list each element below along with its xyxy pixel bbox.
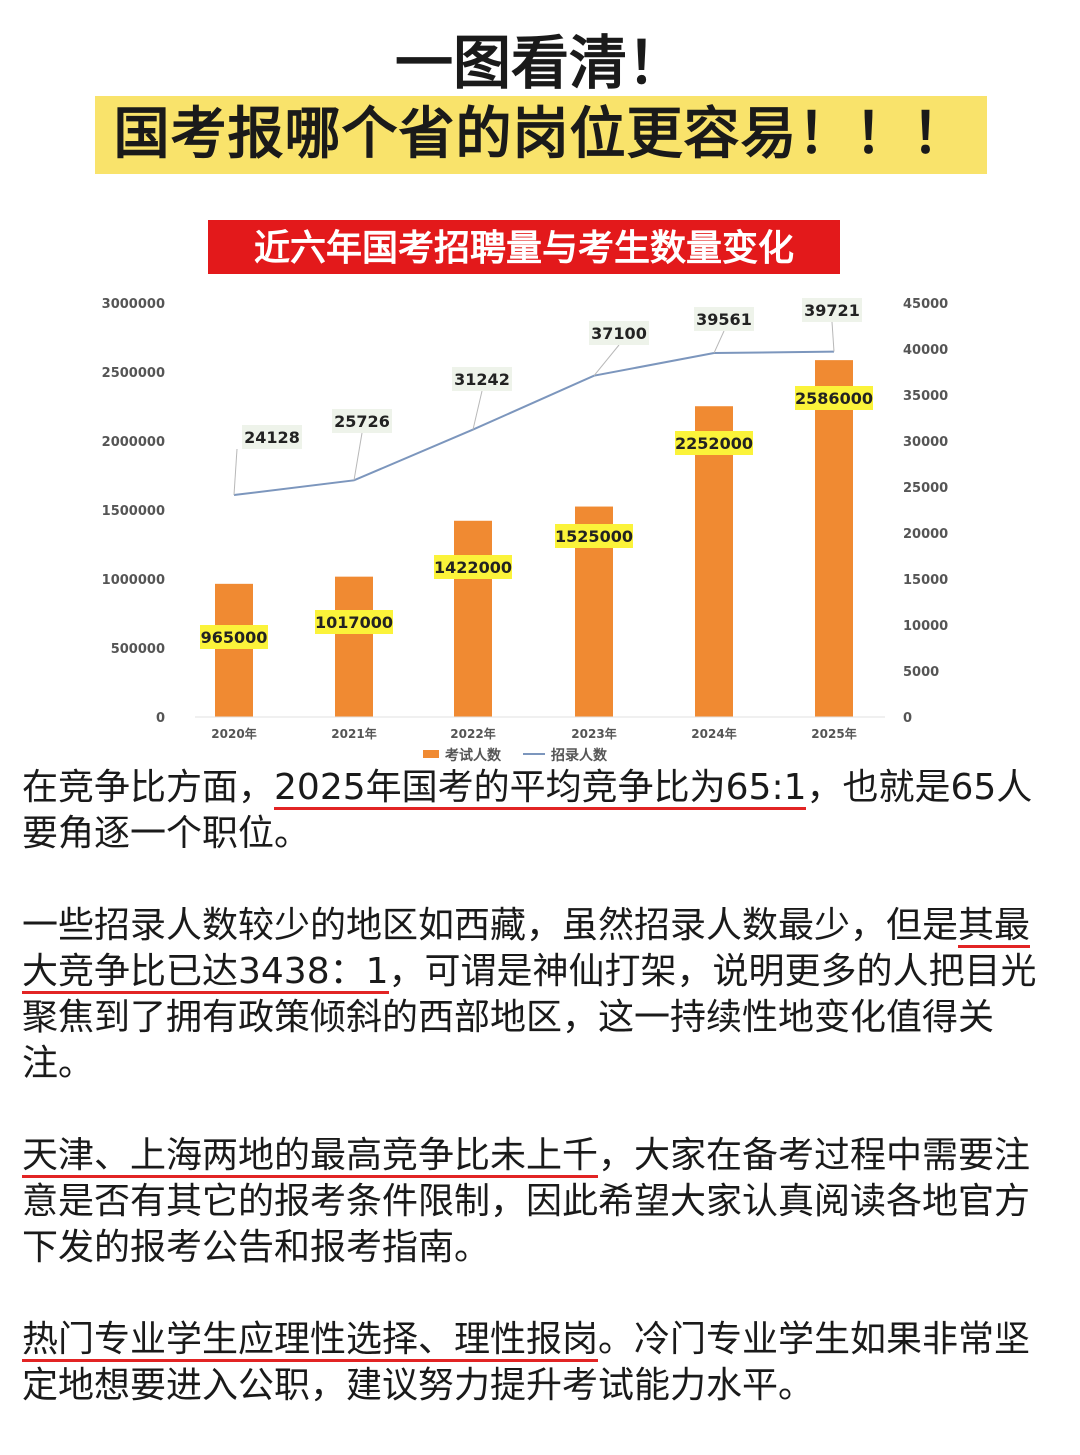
right-axis-tick: 45000 [903,297,948,312]
left-axis-tick: 1500000 [102,504,165,519]
right-axis-tick: 25000 [903,481,948,496]
x-axis-tick: 2024年 [691,726,736,741]
right-axis-tick: 20000 [903,527,948,542]
line-label-bg [802,298,862,322]
line-label-bg [452,367,512,391]
paragraph-3: 天津、上海两地的最高竞争比未上千，大家在备考过程中需要注意是否有其它的报考条件限… [22,1133,1062,1271]
line-data-label: 37100 [591,324,647,343]
left-axis-tick: 2000000 [102,435,165,450]
chart-title-bg [208,220,840,274]
paragraph-text: 。冷门专业学生如果非常坚定地想要进入公职，建议努力提升考试能力水平。 [22,1319,1031,1406]
right-axis-tick: 35000 [903,389,948,404]
paragraph-text: ，大家在备考过程中需要注意是否有其它的报考条件限制，因此希望大家认真阅读各地官方… [22,1135,1031,1268]
line-label-bg [332,409,392,433]
left-axis-tick: 0 [156,711,165,726]
left-axis-tick: 2500000 [102,366,165,381]
bar-label-bg [434,555,512,579]
bar [454,520,492,717]
article-body: 在竞争比方面，2025年国考的平均竞争比为65:1，也就是65人要角逐一个职位。… [22,765,1062,1455]
bar-data-label: 1017000 [315,613,393,632]
right-axis-tick: 30000 [903,435,948,450]
leader-line [353,432,363,481]
leader-line [713,330,725,354]
underlined-highlight: 2025年国考的平均竞争比为65:1 [274,767,807,810]
combo-chart: 近六年国考招聘量与考生数量变化 0 500000 1000000 1500000 2000… [95,212,987,764]
right-axis-tick: 0 [903,711,912,726]
x-axis-tick: 2020年 [211,726,256,741]
left-axis-tick: 3000000 [102,297,165,312]
paragraph-2: 一些招录人数较少的地区如西藏，虽然招录人数最少，但是其最大竞争比已达3438：1… [22,903,1062,1087]
line-series [233,350,835,497]
legend-swatch-bar [423,750,439,758]
leader-line [831,321,835,352]
x-axis-tick: 2022年 [450,726,495,741]
leader-line [233,448,238,496]
right-axis-tick: 15000 [903,573,948,588]
right-axis-tick: 40000 [903,343,948,358]
line-data-label: 25726 [334,412,390,431]
bar [335,576,373,717]
bar-label-bg [795,386,873,410]
bar-label-bg [555,524,633,548]
right-axis-tick: 5000 [903,665,939,680]
line-data-label: 31242 [454,370,510,389]
x-axis-tick: 2025年 [811,726,856,741]
line-label-bg [242,425,302,449]
leader-line [593,344,620,376]
legend-label: 招录人数 [551,747,608,764]
chart-title: 近六年国考招聘量与考生数量变化 [254,227,794,269]
bar-data-label: 1525000 [555,527,633,546]
paragraph-4: 热门专业学生应理性选择、理性报岗。冷门专业学生如果非常坚定地想要进入公职，建议努… [22,1317,1062,1409]
left-axis-tick: 1000000 [102,573,165,588]
x-axis-tick: 2021年 [331,726,376,741]
x-axis-tick: 2023年 [571,726,616,741]
legend-label: 考试人数 [445,747,502,764]
paragraph-text: 一些招录人数较少的地区如西藏，虽然招录人数最少，但是 [22,905,959,946]
paragraph-text: 在竞争比方面， [22,767,275,808]
left-axis-tick: 500000 [111,642,165,657]
line-data-label: 24128 [244,428,300,447]
bar-label-bg [675,431,753,455]
bar [215,583,253,717]
line-data-label: 39561 [696,310,752,329]
paragraph-text: ，可谓是神仙打架，说明更多的人把目光聚焦到了拥有政策倾斜的西部地区，这一持续性地… [22,951,1037,1084]
underlined-highlight: 天津、上海两地的最高竞争比未上千 [22,1135,599,1178]
bar-data-label: 965000 [201,628,268,647]
bar-data-label: 1422000 [434,558,512,577]
bar-data-label: 2252000 [675,434,753,453]
right-axis-tick: 10000 [903,619,948,634]
bar-label-bg [315,610,393,634]
line-label-bg [589,321,649,345]
bar [815,360,853,717]
page-title: 一图看清！ [394,29,685,97]
bar-data-label: 2586000 [795,389,873,408]
bar-label-bg [200,625,268,649]
chart-panel: 近六年国考招聘量与考生数量变化 0 500000 1000000 1500000 2000… [95,212,987,764]
title-highlight [95,96,987,174]
leader-line [472,390,483,430]
page-subtitle: 国考报哪个省的岗位更容易！！！ [113,102,969,167]
bar [695,406,733,717]
underlined-highlight: 热门专业学生应理性选择、理性报岗 [22,1319,599,1362]
line-label-bg [694,307,754,331]
paragraph-1: 在竞争比方面，2025年国考的平均竞争比为65:1，也就是65人要角逐一个职位。 [22,765,1062,857]
line-data-label: 39721 [804,301,860,320]
paragraph-text: ，也就是65人要角逐一个职位。 [22,767,1033,854]
